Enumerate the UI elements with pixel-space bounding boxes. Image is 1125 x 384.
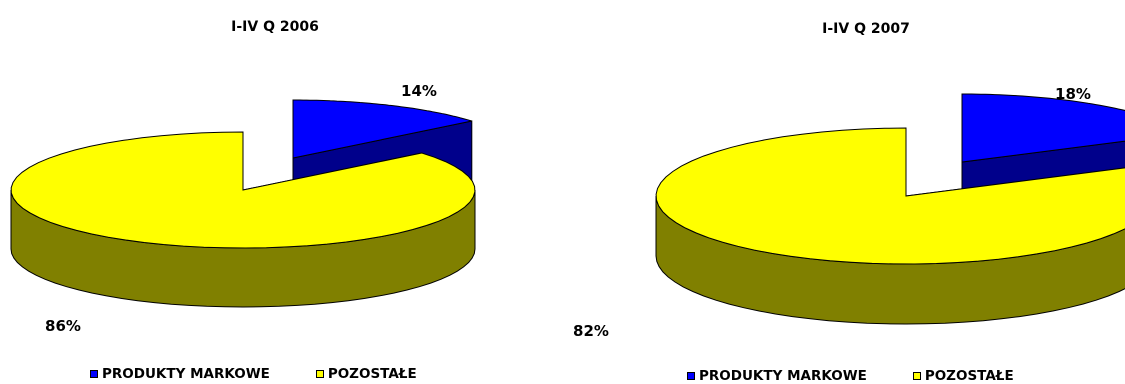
slice-pozostale (655, 127, 1125, 325)
pie-plot: 18% 82% (573, 85, 1125, 340)
data-label-produkty-markowe: 14% (401, 82, 437, 100)
pie-chart-2006: I-IV Q 2006 14% 86% PRODUKTY MARKOWE POZO… (0, 0, 562, 383)
chart-title: I-IV Q 2007 (822, 21, 910, 37)
legend: PRODUKTY MARKOWE POZOSTAŁE (687, 368, 1060, 384)
legend-item-pozostale: POZOSTAŁE (315, 366, 417, 382)
legend-swatch-pozostale (912, 372, 921, 380)
slice-pozostale (10, 131, 476, 308)
legend-label-produkty-markowe: PRODUKTY MARKOWE (699, 368, 867, 384)
legend-item-pozostale: POZOSTAŁE (912, 368, 1014, 384)
legend-label-produkty-markowe: PRODUKTY MARKOWE (102, 366, 270, 382)
chart-title: I-IV Q 2006 (231, 19, 319, 35)
legend-item-produkty-markowe: PRODUKTY MARKOWE (687, 368, 867, 384)
data-label-produkty-markowe: 18% (1055, 85, 1091, 103)
slice-pozostale-top (10, 131, 476, 249)
data-label-pozostale: 82% (573, 322, 609, 340)
legend-swatch-pozostale (315, 370, 324, 378)
slice-produkty-markowe-top (961, 93, 1125, 163)
data-label-pozostale: 86% (45, 317, 81, 335)
legend-label-pozostale: POZOSTAŁE (924, 368, 1014, 384)
legend-swatch-produkty-markowe (90, 370, 98, 378)
legend-label-pozostale: POZOSTAŁE (327, 366, 417, 382)
legend-item-produkty-markowe: PRODUKTY MARKOWE (90, 366, 270, 382)
slice-produkty-markowe-top (292, 99, 472, 159)
slice-pozostale-top (655, 127, 1125, 265)
pie-plot: 14% 86% (10, 82, 476, 335)
legend-swatch-produkty-markowe (687, 372, 695, 380)
pie-chart-2007: I-IV Q 2007 18% 82% PRODUKTY MARKOWE POZO… (563, 0, 1125, 384)
legend: PRODUKTY MARKOWE POZOSTAŁE (90, 366, 463, 382)
